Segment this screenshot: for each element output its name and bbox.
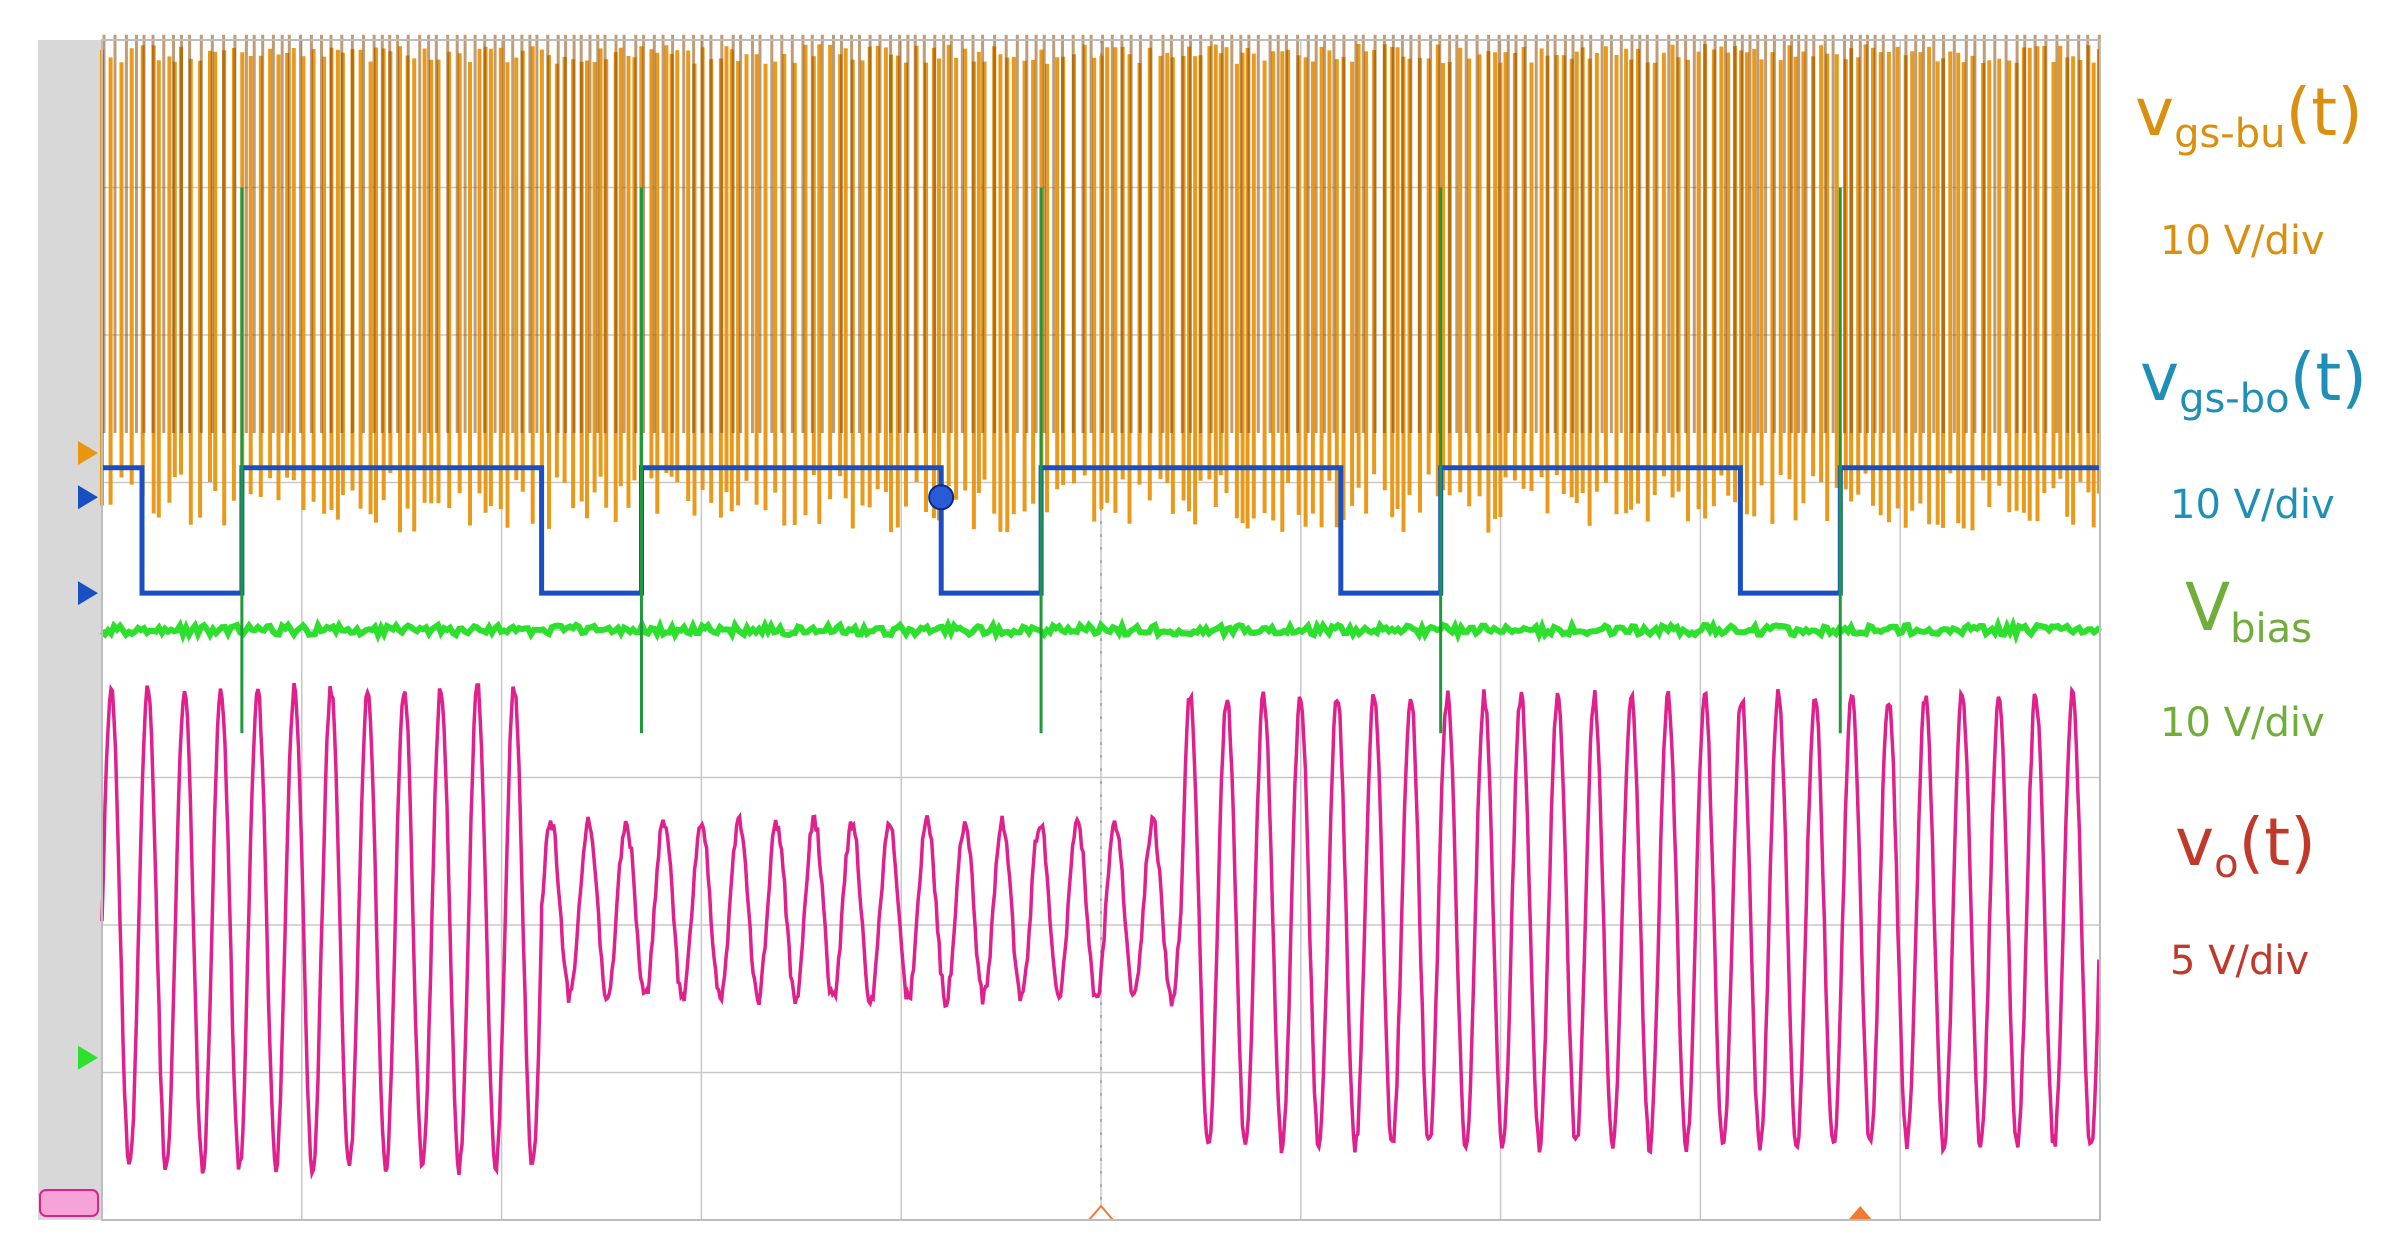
trace-vgs-bu-body [102, 34, 2101, 433]
label-vo-main: v [2175, 804, 2215, 881]
scale-vo: 5 V/div [2170, 938, 2310, 984]
marker-ch2-icon [78, 581, 98, 606]
label-vbias-main: V [2185, 569, 2231, 646]
trace-vo [100, 682, 2101, 1180]
label-vgs-bu: vgs-bu(t) [2135, 80, 2363, 157]
label-vgs-bu-sub: gs-bu [2174, 111, 2286, 157]
label-vo: vo(t) [2175, 810, 2316, 887]
marker-ch1-icon [78, 441, 98, 465]
label-vgs-bu-suffix: (t) [2285, 74, 2363, 151]
scale-vgs-bu: 10 V/div [2160, 218, 2325, 264]
left-marker-bar [38, 40, 102, 1220]
plot-border [101, 39, 2101, 1221]
channel-markers [39, 441, 1873, 1221]
marker-ch3-icon [78, 1045, 98, 1070]
marker-ch4-icon [39, 1189, 99, 1217]
cursor-marker-icon [1848, 1206, 1873, 1220]
cursor-point-icon [928, 484, 955, 511]
label-vo-suffix: (t) [2238, 804, 2316, 881]
label-vo-sub: o [2214, 841, 2239, 887]
label-vbias: Vbias [2185, 575, 2313, 652]
label-vgs-bu-main: v [2135, 74, 2175, 151]
label-vgs-bo-main: v [2140, 339, 2180, 416]
marker-trigger-icon [78, 485, 98, 510]
traces [99, 34, 2102, 1180]
scale-vbias: 10 V/div [2160, 700, 2325, 746]
label-vgs-bo: vgs-bo(t) [2140, 345, 2367, 422]
label-vgs-bo-suffix: (t) [2289, 339, 2367, 416]
trace-vbias [99, 616, 2102, 645]
label-vbias-sub: bias [2230, 606, 2313, 652]
scale-vgs-bo: 10 V/div [2170, 482, 2335, 528]
label-vgs-bo-sub: gs-bo [2179, 376, 2290, 422]
